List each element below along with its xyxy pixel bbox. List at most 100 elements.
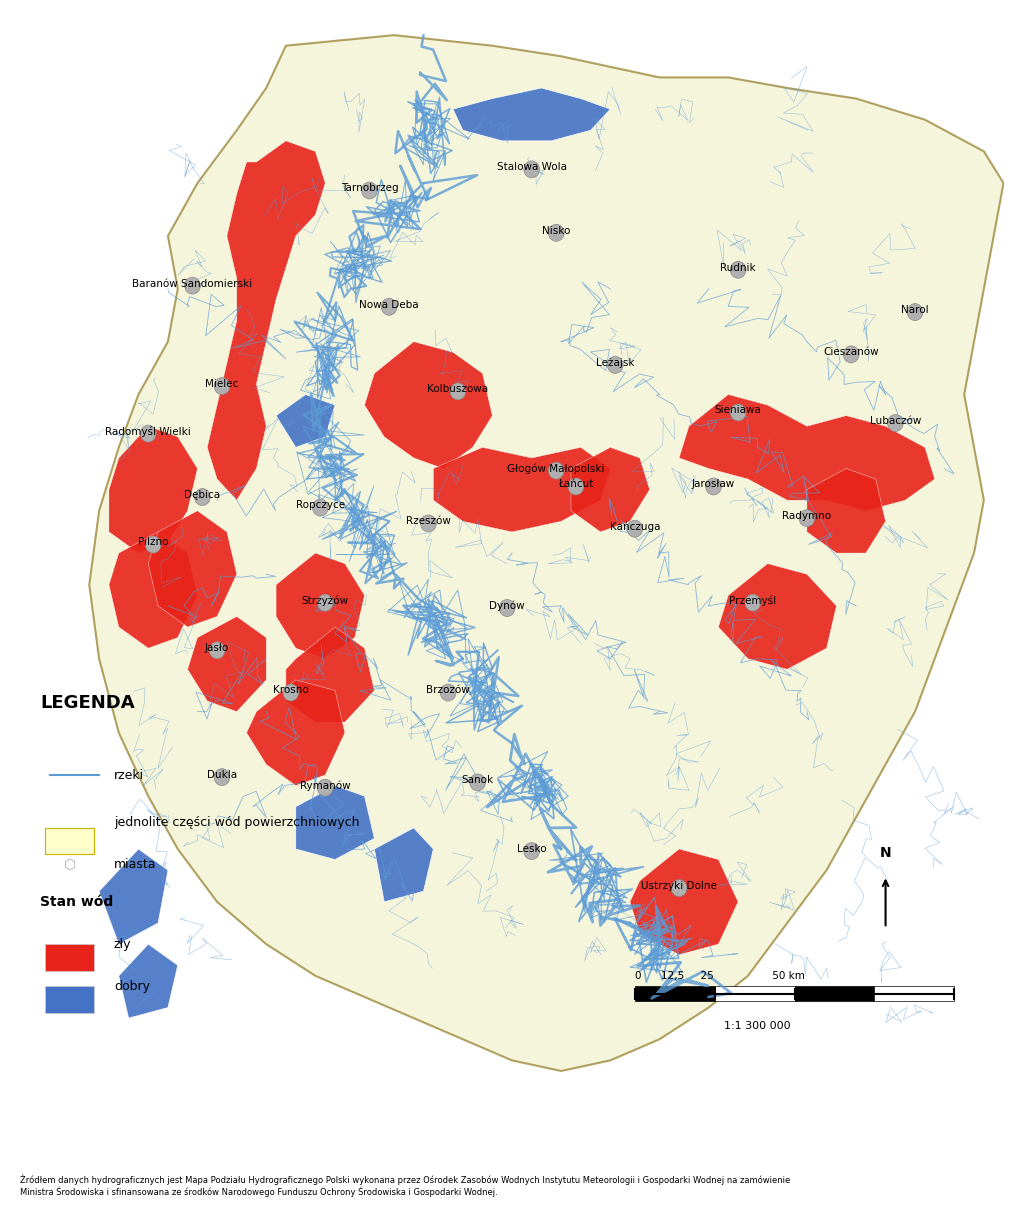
- Text: Narol: Narol: [901, 305, 929, 315]
- Circle shape: [627, 520, 643, 537]
- Polygon shape: [207, 141, 326, 500]
- Polygon shape: [375, 828, 433, 902]
- Circle shape: [421, 515, 436, 532]
- Circle shape: [317, 779, 333, 796]
- Text: Lubaczów: Lubaczów: [869, 415, 921, 426]
- Polygon shape: [119, 944, 178, 1018]
- Circle shape: [730, 262, 745, 278]
- Text: Nowa Deba: Nowa Deba: [359, 300, 419, 310]
- Text: Sieniawa: Sieniawa: [715, 406, 762, 415]
- Text: 0      12,5     25                  50 km: 0 12,5 25 50 km: [635, 971, 805, 981]
- Text: Rymanów: Rymanów: [300, 780, 350, 790]
- Polygon shape: [296, 785, 375, 859]
- Text: Pilzno: Pilzno: [138, 537, 168, 547]
- Text: 1:1 300 000: 1:1 300 000: [724, 1021, 792, 1031]
- Bar: [635, 987, 715, 1002]
- Text: Radomyśl Wielki: Radomyśl Wielki: [105, 426, 191, 438]
- Text: Głogów Małopolski: Głogów Małopolski: [508, 463, 605, 473]
- Polygon shape: [365, 342, 493, 468]
- Circle shape: [381, 299, 397, 315]
- Polygon shape: [276, 395, 335, 447]
- Bar: [45, 944, 94, 971]
- Polygon shape: [148, 511, 237, 627]
- Circle shape: [145, 536, 161, 553]
- Text: Jasło: Jasło: [205, 643, 229, 653]
- Text: Kańczuga: Kańczuga: [609, 521, 660, 532]
- Circle shape: [470, 774, 485, 791]
- Text: Łańcut: Łańcut: [558, 479, 594, 489]
- Text: Dębica: Dębica: [184, 490, 220, 500]
- Polygon shape: [571, 447, 649, 532]
- Circle shape: [184, 278, 201, 294]
- Bar: [45, 828, 94, 854]
- Polygon shape: [276, 553, 365, 659]
- Text: Ropczyce: Ropczyce: [296, 500, 345, 510]
- Circle shape: [214, 377, 229, 395]
- Text: Lesko: Lesko: [517, 844, 547, 854]
- Text: Cieszanów: Cieszanów: [823, 348, 879, 358]
- Circle shape: [195, 489, 210, 505]
- Text: Krosno: Krosno: [273, 686, 308, 696]
- Text: Źródłem danych hydrograficznych jest Mapa Podziału Hydrograficznego Polski wykon: Źródłem danych hydrograficznych jest Map…: [20, 1175, 791, 1197]
- Circle shape: [524, 161, 540, 178]
- Polygon shape: [187, 617, 266, 712]
- Circle shape: [844, 345, 859, 363]
- Circle shape: [549, 225, 564, 241]
- Polygon shape: [679, 395, 935, 511]
- Circle shape: [607, 356, 623, 374]
- Text: Rzeszów: Rzeszów: [406, 516, 451, 526]
- Circle shape: [140, 425, 156, 442]
- Text: Dukla: Dukla: [207, 771, 238, 780]
- Text: Sanok: Sanok: [462, 775, 494, 785]
- Text: Stan wód: Stan wód: [40, 895, 114, 908]
- Text: Nisko: Nisko: [542, 226, 570, 236]
- Bar: [45, 987, 94, 1013]
- Bar: [795, 987, 874, 1002]
- Text: Radymno: Radymno: [782, 511, 831, 521]
- Text: Tarnobrzeg: Tarnobrzeg: [341, 183, 398, 193]
- Circle shape: [312, 499, 328, 516]
- Bar: [874, 987, 954, 1002]
- Circle shape: [440, 685, 456, 701]
- Circle shape: [907, 304, 923, 321]
- Text: ⬡: ⬡: [63, 858, 76, 871]
- Circle shape: [500, 600, 515, 617]
- Polygon shape: [807, 468, 886, 553]
- Polygon shape: [99, 849, 168, 944]
- Polygon shape: [286, 627, 375, 723]
- Polygon shape: [719, 564, 837, 670]
- Circle shape: [209, 642, 225, 659]
- Text: N: N: [880, 846, 891, 859]
- Text: Mielec: Mielec: [206, 379, 239, 388]
- Polygon shape: [247, 680, 345, 785]
- Circle shape: [283, 685, 299, 701]
- Text: Kolbuszowa: Kolbuszowa: [427, 385, 488, 395]
- Circle shape: [706, 478, 721, 495]
- Circle shape: [672, 880, 687, 897]
- Text: jednolite części wód powierzchniowych: jednolite części wód powierzchniowych: [114, 816, 359, 830]
- Bar: [715, 987, 795, 1002]
- Circle shape: [888, 414, 903, 431]
- Text: Leżajsk: Leżajsk: [596, 358, 635, 367]
- Text: dobry: dobry: [114, 980, 150, 993]
- Circle shape: [451, 383, 466, 399]
- Circle shape: [730, 404, 745, 420]
- Text: Rudnik: Rudnik: [720, 263, 756, 273]
- Circle shape: [568, 478, 584, 495]
- Circle shape: [317, 595, 333, 611]
- Text: Brzozów: Brzozów: [426, 686, 470, 696]
- Text: miasta: miasta: [114, 858, 157, 871]
- Text: Ustrzyki Dolne: Ustrzyki Dolne: [641, 881, 717, 891]
- Text: zły: zły: [114, 938, 131, 950]
- Text: LEGENDA: LEGENDA: [40, 693, 135, 712]
- Text: Strzyżów: Strzyżów: [302, 595, 349, 606]
- Polygon shape: [109, 532, 198, 648]
- Polygon shape: [109, 426, 198, 553]
- Text: Przemyśl: Przemyśl: [729, 595, 776, 606]
- Text: rzeki: rzeki: [114, 768, 144, 782]
- Text: Baranów Sandomierski: Baranów Sandomierski: [132, 279, 253, 289]
- Polygon shape: [453, 88, 610, 141]
- Text: Stalowa Wola: Stalowa Wola: [497, 162, 566, 172]
- Text: Jarosław: Jarosław: [692, 479, 735, 489]
- Circle shape: [549, 462, 564, 479]
